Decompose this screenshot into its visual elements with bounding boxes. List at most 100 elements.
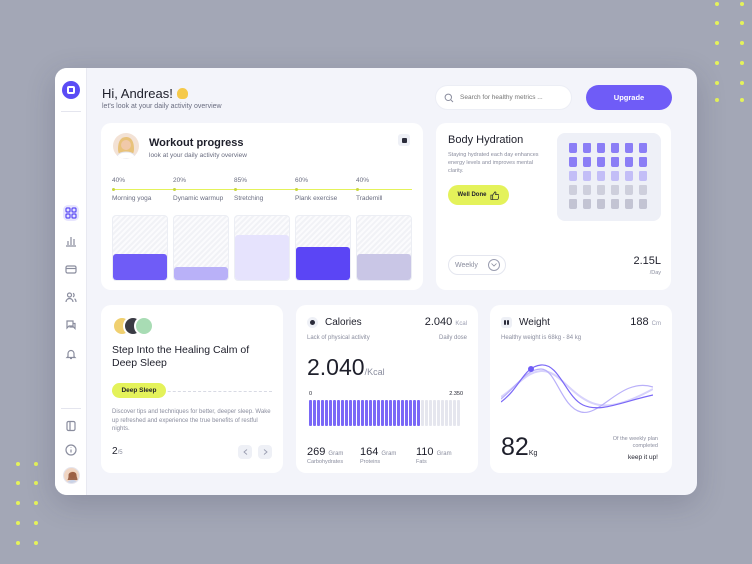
calorie-tick — [365, 400, 368, 426]
weight-wave-chart — [501, 364, 653, 413]
water-glass-icon — [569, 143, 577, 153]
chevron-down-icon — [488, 259, 500, 271]
water-glass-grid — [557, 133, 661, 221]
book-icon[interactable] — [63, 418, 79, 434]
bar-chart-icon[interactable] — [63, 233, 79, 249]
workout-item: 60% Plank exercise — [295, 177, 353, 202]
calories-icon — [307, 317, 318, 328]
calorie-tick — [397, 400, 400, 426]
chart-point[interactable] — [528, 366, 534, 372]
workout-name: Plank exercise — [295, 195, 338, 202]
water-glass-icon — [639, 185, 647, 195]
divider — [112, 391, 272, 392]
workout-name: Morning yoga — [112, 195, 152, 202]
card-icon[interactable] — [63, 261, 79, 277]
search-input[interactable] — [460, 94, 560, 101]
well-done-badge[interactable]: Well Done — [448, 185, 509, 205]
workout-name: Trademill — [356, 195, 383, 202]
hydration-title: Body Hydration — [448, 134, 524, 146]
decor-dots-bottom-left — [14, 462, 44, 562]
workout-percent: 40% — [356, 177, 370, 184]
calorie-tick — [413, 400, 416, 426]
calories-top-number: 2.040 — [424, 316, 453, 328]
daily-dose-label: Daily dose — [438, 335, 467, 341]
chevron-right-icon — [263, 449, 268, 455]
expand-icon[interactable] — [398, 134, 410, 146]
avatar — [113, 133, 139, 159]
calorie-tick — [357, 400, 360, 426]
avatar-group — [112, 316, 162, 336]
logo-icon[interactable] — [62, 81, 80, 99]
bell-icon[interactable] — [63, 346, 79, 362]
macro-value: 269 Gram — [307, 446, 343, 458]
macro-unit: Gram — [328, 451, 344, 457]
water-glass-icon — [625, 143, 633, 153]
deep-sleep-tag[interactable]: Deep Sleep — [112, 383, 166, 398]
calorie-tick — [441, 400, 444, 426]
calories-big-unit: /Kcal — [364, 367, 385, 377]
macro-number: 164 — [360, 446, 379, 458]
macro-label: Carbohydrates — [307, 459, 344, 465]
macro-number: 110 — [416, 446, 434, 458]
search-box[interactable] — [435, 85, 572, 110]
chevron-left-icon — [242, 449, 247, 455]
workout-bar-fill — [357, 254, 411, 280]
next-button[interactable] — [258, 445, 272, 459]
thumbs-up-icon — [490, 191, 500, 200]
calorie-tick — [349, 400, 352, 426]
users-icon[interactable] — [63, 289, 79, 305]
water-glass-icon — [625, 157, 633, 167]
calories-top-value: 2.040 Kcal — [425, 316, 467, 328]
weight-title: Weight — [519, 317, 550, 328]
progress-dot — [356, 188, 359, 191]
pagination-counter: 2/5 — [112, 446, 123, 457]
search-icon — [444, 93, 454, 102]
weight-unit: Kg — [528, 450, 538, 457]
water-glass-icon — [597, 199, 605, 209]
macro-unit: Gram — [381, 451, 397, 457]
water-glass-icon — [625, 171, 633, 181]
calorie-tick — [329, 400, 332, 426]
calorie-tick — [453, 400, 456, 426]
calorie-tick — [405, 400, 408, 426]
water-glass-icon — [639, 199, 647, 209]
calories-card: Calories 2.040 Kcal Lack of physical act… — [296, 305, 478, 473]
water-glass-icon — [611, 157, 619, 167]
calorie-tick — [425, 400, 428, 426]
workout-bar — [112, 215, 168, 281]
info-icon[interactable] — [63, 442, 79, 458]
chat-icon[interactable] — [63, 317, 79, 333]
period-select-label: Weekly — [455, 261, 478, 269]
water-glass-icon — [583, 143, 591, 153]
calorie-tick — [345, 400, 348, 426]
body-hydration-card: Body Hydration Staying hydrated each day… — [436, 123, 671, 290]
progress-dot — [112, 188, 115, 191]
workout-percent: 40% — [112, 177, 126, 184]
hydration-description: Staying hydrated each day enhances energ… — [448, 152, 539, 174]
water-glass-icon — [597, 185, 605, 195]
water-glass-icon — [583, 185, 591, 195]
macro-label: Fats — [416, 459, 427, 465]
prev-button[interactable] — [238, 445, 252, 459]
water-glass-icon — [611, 143, 619, 153]
avatar[interactable] — [63, 467, 80, 484]
badge-label: Well Done — [457, 192, 487, 198]
macro-value: 164 Gram — [360, 446, 396, 458]
app-window: Hi, Andreas! let's look at your daily ac… — [55, 68, 697, 495]
calorie-tick — [389, 400, 392, 426]
calorie-tick — [373, 400, 376, 426]
water-glass-icon — [583, 171, 591, 181]
workout-item: 85% Stretching — [234, 177, 292, 202]
grid-icon[interactable] — [63, 205, 79, 221]
workout-bar-fill — [296, 247, 350, 280]
upgrade-button[interactable]: Upgrade — [586, 85, 672, 110]
water-glass-icon — [597, 171, 605, 181]
sidebar-divider — [61, 408, 81, 409]
workout-bar-fill — [174, 267, 228, 280]
water-glass-icon — [569, 185, 577, 195]
weekly-plan-text: Of the weekly plan completed — [612, 436, 658, 450]
period-select[interactable]: Weekly — [448, 255, 506, 275]
weight-icon — [501, 317, 512, 328]
calorie-tick — [341, 400, 344, 426]
calorie-tick — [321, 400, 324, 426]
